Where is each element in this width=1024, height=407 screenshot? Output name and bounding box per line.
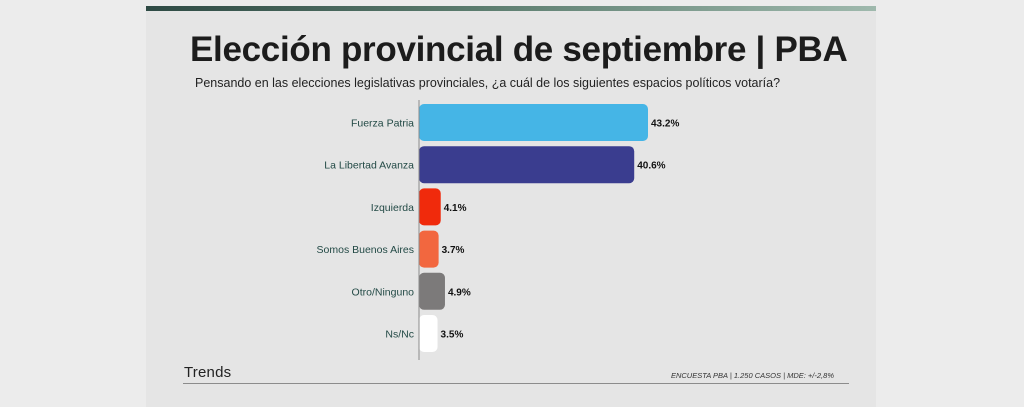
category-label: Ns/Nc — [385, 329, 414, 341]
bar-somos-buenos-aires — [419, 230, 439, 268]
chart-subtitle: Pensando en las elecciones legislativas … — [195, 76, 781, 90]
value-label: 3.5% — [441, 330, 464, 341]
value-label: 4.1% — [444, 203, 467, 214]
brand-logo-text: Trends — [184, 364, 232, 381]
category-label: La Libertad Avanza — [324, 160, 414, 172]
survey-note: ENCUESTA PBA | 1.250 CASOS | MDE: +/-2,8… — [670, 371, 834, 380]
value-label: 4.9% — [448, 287, 471, 298]
bar-la-libertad-avanza — [419, 146, 635, 184]
value-label: 40.6% — [637, 161, 665, 172]
value-label: 43.2% — [651, 119, 679, 130]
value-label: 3.7% — [442, 245, 465, 256]
chart-card — [146, 6, 876, 407]
bar-izquierda — [419, 188, 441, 226]
footer-divider — [183, 383, 849, 384]
bar-ns-nc — [419, 315, 438, 352]
bar-otro-ninguno — [419, 272, 445, 310]
chart-title: Elección provincial de septiembre | PBA — [190, 30, 848, 69]
top-accent-stripe — [146, 6, 876, 11]
category-label: Somos Buenos Aires — [317, 244, 414, 256]
category-label: Otro/Ninguno — [352, 286, 415, 298]
bar-fuerza-patria — [419, 104, 648, 141]
category-label: Fuerza Patria — [351, 118, 414, 130]
category-label: Izquierda — [371, 202, 414, 214]
